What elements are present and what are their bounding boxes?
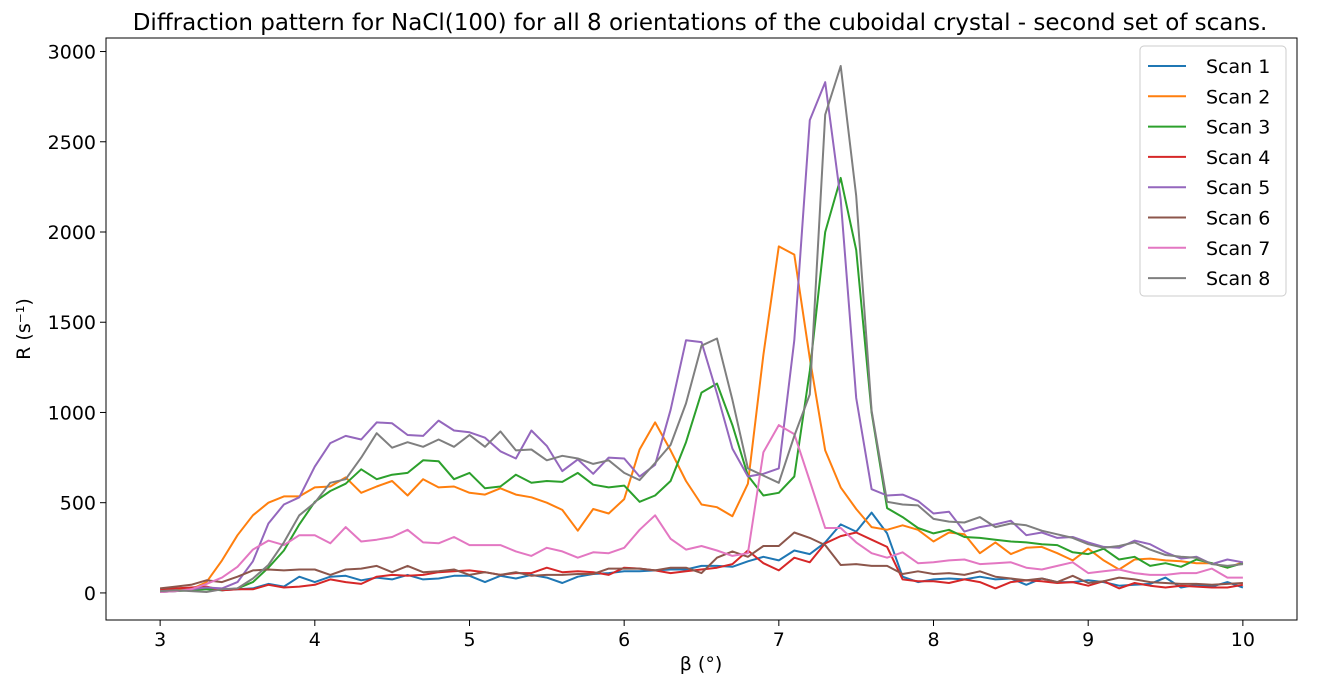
legend: Scan 1 Scan 2 Scan 3 Scan 4 Scan 5 Scan 6 Scan…: [1139, 45, 1287, 297]
legend-label: Scan 5: [1206, 177, 1270, 199]
y-axis: 0 500 1000 1500 2000 2500 3000: [48, 42, 106, 605]
series-line-scan-7: [160, 424, 1243, 593]
x-tick-label: 8: [927, 629, 939, 651]
series-line-scan-6: [159, 531, 1243, 590]
series-line-scan-8: [160, 65, 1244, 593]
x-tick-label: 5: [463, 629, 475, 651]
legend-label: Scan 4: [1206, 147, 1270, 169]
legend-label: Scan 7: [1206, 238, 1270, 260]
x-tick-label: 10: [1231, 629, 1255, 651]
series-line-scan-3: [160, 176, 1244, 593]
series-line-scan-5: [160, 81, 1244, 593]
plot-frame: [105, 37, 1298, 621]
legend-label: Scan 8: [1206, 268, 1270, 290]
x-tick-label: 9: [1082, 629, 1094, 651]
legend-label: Scan 3: [1206, 117, 1270, 139]
x-tick-label: 7: [773, 629, 785, 651]
chart-title: Diffraction pattern for NaCl(100) for al…: [133, 10, 1268, 36]
x-axis: 3 4 5 6 7 8 9 10: [154, 620, 1255, 651]
y-axis-label: R (s⁻¹): [13, 298, 35, 360]
y-tick-label: 0: [84, 583, 96, 605]
x-tick-label: 4: [309, 629, 321, 651]
series-layer: [159, 65, 1244, 593]
x-tick-label: 3: [154, 629, 166, 651]
y-tick-label: 2500: [48, 132, 96, 154]
y-tick-label: 2000: [48, 222, 96, 244]
series-line-scan-4: [160, 531, 1244, 592]
legend-label: Scan 6: [1206, 208, 1270, 230]
y-tick-label: 1000: [48, 402, 96, 424]
legend-label: Scan 2: [1206, 86, 1270, 108]
x-axis-label: β (°): [680, 653, 723, 675]
y-tick-label: 3000: [48, 42, 96, 64]
y-tick-label: 500: [60, 493, 96, 515]
y-tick-label: 1500: [48, 312, 96, 334]
legend-box: [1139, 45, 1287, 297]
x-tick-label: 6: [618, 629, 630, 651]
legend-label: Scan 1: [1206, 56, 1270, 78]
